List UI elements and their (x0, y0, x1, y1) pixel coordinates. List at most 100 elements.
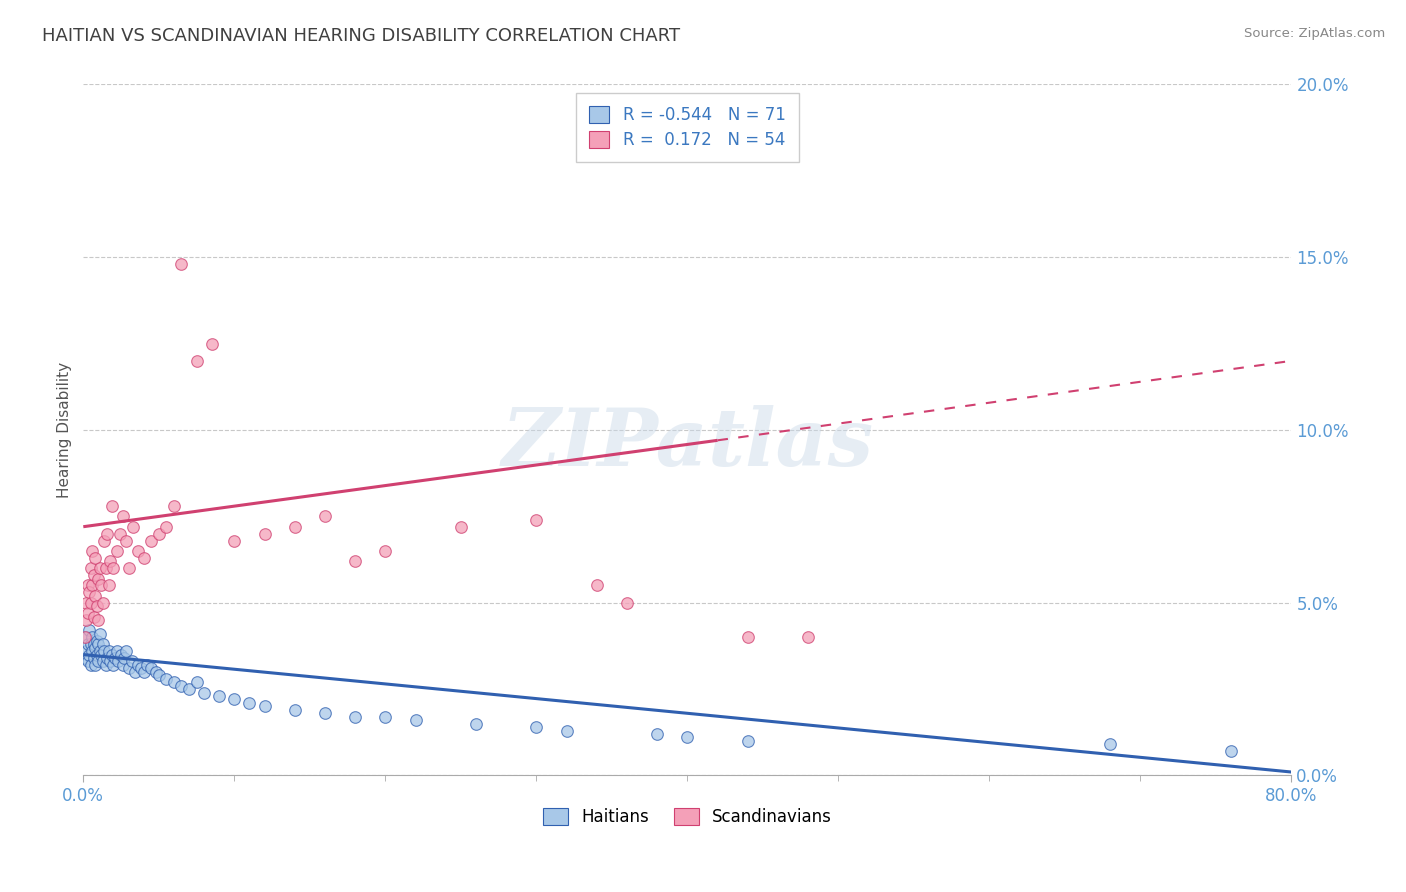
Point (84, 657, 107, 672)
Point (87, 613, 110, 627)
Point (1099, 738, 1122, 752)
Point (132, 665, 155, 679)
Point (73, 630, 96, 644)
Point (253, 699, 276, 714)
Point (124, 665, 146, 679)
Point (90, 648, 112, 662)
Point (80, 561, 103, 575)
Point (284, 703, 307, 717)
Point (105, 644, 128, 658)
Point (100, 655, 122, 669)
Point (75, 644, 97, 658)
Point (163, 675, 186, 690)
Text: Source: ZipAtlas.com: Source: ZipAtlas.com (1244, 27, 1385, 40)
Point (101, 499, 124, 513)
Point (103, 657, 125, 672)
Point (524, 513, 547, 527)
Point (114, 533, 136, 548)
Point (76, 655, 98, 669)
Point (111, 509, 134, 524)
Point (110, 648, 132, 662)
Point (91, 596, 114, 610)
Point (193, 685, 215, 699)
Point (585, 578, 607, 592)
Point (450, 519, 472, 533)
Point (186, 354, 208, 368)
Point (87, 655, 110, 669)
Point (122, 519, 145, 533)
Point (89, 561, 111, 575)
Point (82, 630, 104, 644)
Point (75, 596, 97, 610)
Point (91, 655, 114, 669)
Point (97, 578, 120, 592)
Point (79, 585, 101, 599)
Point (82, 644, 104, 658)
Point (87, 572, 110, 586)
Point (148, 526, 170, 541)
Legend: Haitians, Scandinavians: Haitians, Scandinavians (536, 801, 839, 833)
Point (555, 723, 578, 738)
Point (79, 648, 101, 662)
Text: HAITIAN VS SCANDINAVIAN HEARING DISABILITY CORRELATION CHART: HAITIAN VS SCANDINAVIAN HEARING DISABILI… (42, 27, 681, 45)
Point (117, 561, 139, 575)
Point (82, 578, 104, 592)
Point (75, 613, 97, 627)
Point (465, 716, 488, 731)
Point (163, 499, 186, 513)
Point (86, 648, 108, 662)
Point (107, 655, 129, 669)
Point (76, 637, 98, 651)
Point (80, 637, 103, 651)
Point (135, 657, 157, 672)
Point (374, 710, 396, 724)
Point (96, 651, 118, 665)
Point (82, 544, 104, 558)
Point (96, 526, 118, 541)
Y-axis label: Hearing Disability: Hearing Disability (58, 362, 72, 498)
Point (238, 696, 260, 710)
Point (90, 578, 112, 592)
Point (405, 713, 427, 727)
Point (97, 644, 120, 658)
Point (117, 661, 139, 675)
Point (84, 550, 107, 565)
Point (129, 661, 152, 675)
Point (141, 661, 163, 675)
Point (80, 596, 103, 610)
Point (737, 734, 759, 748)
Text: ZIPatlas: ZIPatlas (502, 405, 873, 483)
Point (145, 665, 167, 679)
Point (93, 533, 115, 548)
Point (94, 657, 117, 672)
Point (284, 519, 307, 533)
Point (208, 689, 231, 703)
Point (91, 637, 114, 651)
Point (374, 544, 396, 558)
Point (170, 257, 193, 271)
Point (127, 544, 149, 558)
Point (127, 657, 149, 672)
Point (80, 657, 103, 672)
Point (103, 561, 125, 575)
Point (104, 651, 127, 665)
Point (645, 727, 668, 741)
Point (314, 706, 336, 721)
Point (201, 336, 224, 351)
Point (76, 578, 98, 592)
Point (101, 648, 124, 662)
Point (344, 554, 367, 568)
Point (84, 589, 107, 603)
Point (314, 509, 336, 524)
Point (676, 731, 699, 745)
Point (616, 596, 638, 610)
Point (83, 651, 105, 665)
Point (253, 526, 276, 541)
Point (87, 637, 110, 651)
Point (100, 554, 122, 568)
Point (344, 710, 367, 724)
Point (737, 630, 759, 644)
Point (83, 609, 105, 624)
Point (76, 606, 98, 620)
Point (186, 675, 208, 690)
